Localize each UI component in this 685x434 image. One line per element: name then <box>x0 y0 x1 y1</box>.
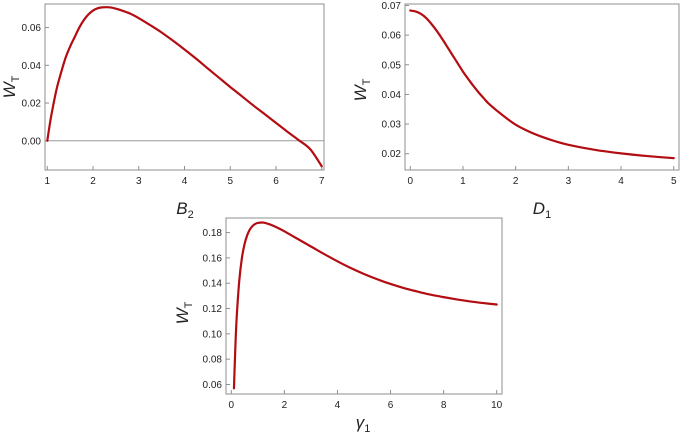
chart-wt-vs-d1: 0 1 2 3 4 5 0.02 0.03 0.04 0.05 0.06 0.07 D1 WT <box>351 1 680 221</box>
x-tick-label: 10 <box>491 400 503 411</box>
y-tick-label: 0.02 <box>382 149 402 160</box>
axis-ticks: 0 1 2 3 4 5 0.02 0.03 0.04 0.05 0.06 0.07 <box>382 1 677 187</box>
x-tick-label: 2 <box>282 400 288 411</box>
y-tick-label: 0.04 <box>22 61 42 72</box>
x-axis-label: D1 <box>533 199 551 221</box>
y-tick-label: 0.12 <box>203 304 223 315</box>
x-tick-label: 5 <box>671 176 677 187</box>
x-tick-label: 7 <box>319 176 325 187</box>
y-tick-label: 0.00 <box>22 136 42 147</box>
x-tick-label: 4 <box>335 400 341 411</box>
y-axis-label: WT <box>173 301 195 324</box>
x-tick-label: 0 <box>229 400 235 411</box>
x-tick-label: 3 <box>566 176 572 187</box>
y-axis-label: WT <box>0 75 22 98</box>
chart-wt-vs-gamma1: 0 2 4 6 8 10 0.06 0.08 0.10 0.12 0.14 0.16 0.18 γ1 W… <box>173 217 503 434</box>
y-tick-label: 0.03 <box>382 120 402 131</box>
y-tick-label: 0.04 <box>382 90 402 101</box>
x-tick-label: 1 <box>45 176 51 187</box>
plot-frame <box>225 217 503 395</box>
y-axis-label: WT <box>351 78 373 101</box>
x-tick-label: 4 <box>182 176 188 187</box>
axis-ticks: 0 2 4 6 8 10 0.06 0.08 0.10 0.12 0.14 0.16 0.18 <box>203 228 503 411</box>
plot-frame <box>44 3 325 171</box>
y-tick-label: 0.06 <box>22 23 42 34</box>
x-tick-label: 6 <box>388 400 394 411</box>
x-tick-label: 1 <box>460 176 466 187</box>
plot-frame <box>404 3 680 171</box>
x-axis-label: B2 <box>176 199 193 221</box>
y-tick-label: 0.14 <box>203 279 223 290</box>
y-tick-label: 0.10 <box>203 329 223 340</box>
x-tick-label: 4 <box>618 176 624 187</box>
x-tick-label: 2 <box>513 176 519 187</box>
x-tick-label: 5 <box>227 176 233 187</box>
x-tick-label: 8 <box>441 400 447 411</box>
x-tick-label: 2 <box>90 176 96 187</box>
curve-wt <box>232 221 498 390</box>
x-tick-label: 0 <box>407 176 413 187</box>
curve-wt <box>409 9 675 160</box>
y-tick-label: 0.06 <box>203 380 223 391</box>
y-tick-label: 0.08 <box>203 355 223 366</box>
curve-wt <box>46 6 323 168</box>
y-tick-label: 0.02 <box>22 99 42 110</box>
x-axis-label: γ1 <box>356 413 371 434</box>
y-tick-label: 0.18 <box>203 228 223 239</box>
y-tick-label: 0.05 <box>382 60 402 71</box>
axis-ticks: 1 2 3 4 5 6 7 0.00 0.02 0.04 0.06 <box>22 23 325 187</box>
y-tick-label: 0.06 <box>382 31 402 42</box>
chart-wt-vs-b2: 1 2 3 4 5 6 7 0.00 0.02 0.04 0.06 B2 WT <box>0 3 325 221</box>
y-tick-label: 0.07 <box>382 1 402 12</box>
y-tick-label: 0.16 <box>203 253 223 264</box>
x-tick-label: 6 <box>273 176 279 187</box>
x-tick-label: 3 <box>136 176 142 187</box>
